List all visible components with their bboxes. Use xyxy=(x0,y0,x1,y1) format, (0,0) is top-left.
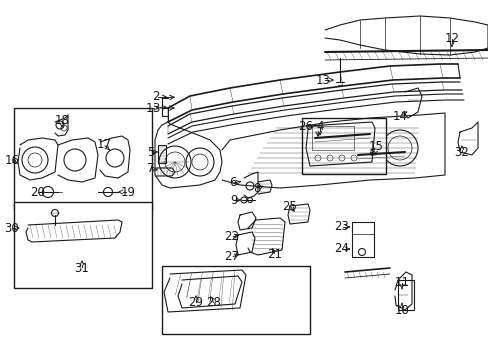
Text: 17: 17 xyxy=(96,139,111,152)
Text: 8: 8 xyxy=(253,181,260,194)
Text: 28: 28 xyxy=(206,297,221,310)
Text: 31: 31 xyxy=(74,261,89,274)
Text: 32: 32 xyxy=(454,147,468,159)
Bar xyxy=(14,108,152,210)
Text: 25: 25 xyxy=(282,199,297,212)
Text: 11: 11 xyxy=(394,275,408,288)
Text: 23: 23 xyxy=(334,220,349,234)
Text: 9: 9 xyxy=(230,194,237,207)
Text: 27: 27 xyxy=(224,251,239,264)
Text: 18: 18 xyxy=(55,113,69,126)
Text: 5: 5 xyxy=(147,145,154,158)
Bar xyxy=(14,202,152,288)
Bar xyxy=(158,145,165,163)
Text: 16: 16 xyxy=(4,153,20,166)
Text: 19: 19 xyxy=(120,185,135,198)
Bar xyxy=(351,222,373,257)
Text: 24: 24 xyxy=(334,243,349,256)
Text: 20: 20 xyxy=(30,185,45,198)
Text: 13: 13 xyxy=(315,73,330,86)
Text: 2: 2 xyxy=(152,90,160,104)
Bar xyxy=(302,118,385,174)
Text: 29: 29 xyxy=(188,297,203,310)
Bar xyxy=(162,266,309,334)
Text: 4: 4 xyxy=(316,121,323,134)
Text: 15: 15 xyxy=(368,140,383,153)
Text: 26: 26 xyxy=(298,120,313,132)
Text: 7: 7 xyxy=(147,162,154,175)
Text: 6: 6 xyxy=(229,176,236,189)
Text: 12: 12 xyxy=(444,31,459,45)
Text: 3: 3 xyxy=(152,102,160,114)
Text: 30: 30 xyxy=(4,221,20,234)
Text: 22: 22 xyxy=(224,230,239,243)
Bar xyxy=(311,126,353,150)
Text: 21: 21 xyxy=(267,248,282,261)
Text: 14: 14 xyxy=(392,109,407,122)
Text: 10: 10 xyxy=(394,303,408,316)
Text: 1: 1 xyxy=(145,102,152,114)
Bar xyxy=(397,280,413,310)
